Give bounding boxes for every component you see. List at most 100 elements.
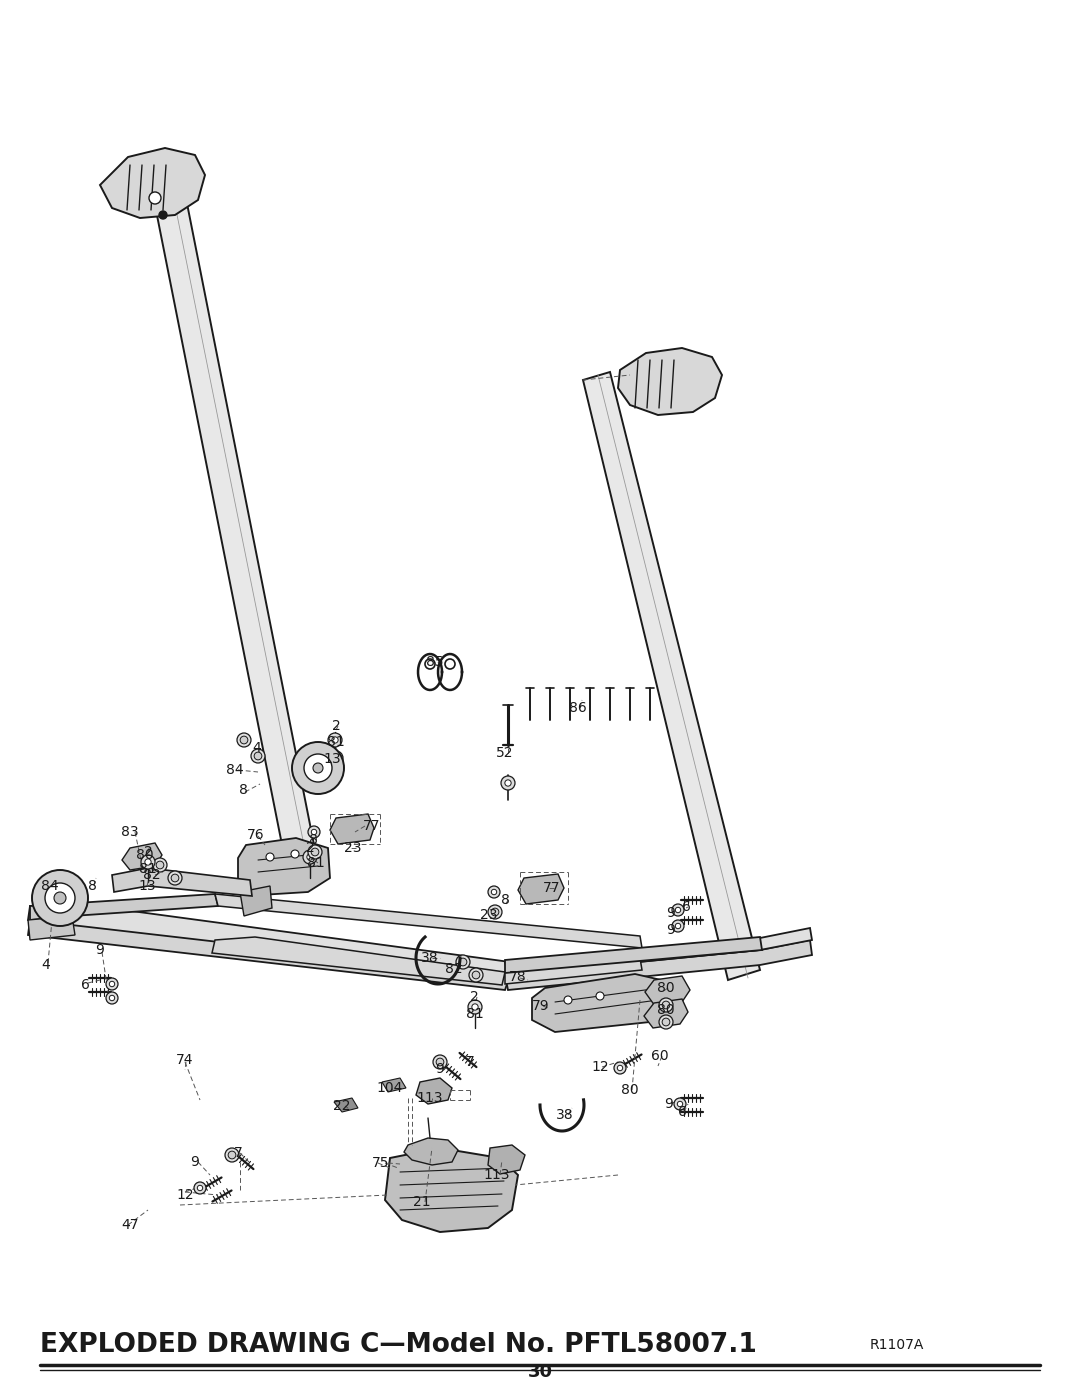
Text: 80: 80 xyxy=(658,981,675,995)
Circle shape xyxy=(472,971,480,979)
Circle shape xyxy=(472,1004,478,1010)
Polygon shape xyxy=(518,875,564,904)
Text: 12: 12 xyxy=(591,1060,609,1074)
Circle shape xyxy=(109,995,114,1000)
Circle shape xyxy=(333,754,340,761)
Circle shape xyxy=(198,1185,203,1190)
Circle shape xyxy=(153,858,167,872)
Polygon shape xyxy=(384,1148,518,1232)
Circle shape xyxy=(672,904,684,916)
Polygon shape xyxy=(240,886,272,916)
Circle shape xyxy=(459,958,467,965)
Polygon shape xyxy=(583,372,760,981)
Circle shape xyxy=(329,752,343,766)
Circle shape xyxy=(292,742,345,793)
Text: 6: 6 xyxy=(677,1105,687,1119)
Text: 13: 13 xyxy=(323,752,341,766)
Text: 80: 80 xyxy=(136,848,153,862)
Text: 13: 13 xyxy=(138,879,156,893)
Circle shape xyxy=(225,1148,239,1162)
Text: 47: 47 xyxy=(121,1218,138,1232)
Text: 79: 79 xyxy=(532,999,550,1013)
Circle shape xyxy=(662,1002,670,1009)
Circle shape xyxy=(308,845,322,859)
Polygon shape xyxy=(416,1078,453,1104)
Text: 104: 104 xyxy=(377,1081,403,1095)
Polygon shape xyxy=(100,148,205,218)
Circle shape xyxy=(491,908,499,916)
Text: 2: 2 xyxy=(332,719,340,733)
Polygon shape xyxy=(334,1098,357,1112)
Text: 8: 8 xyxy=(239,782,247,798)
Text: 81: 81 xyxy=(307,856,325,870)
Text: 9: 9 xyxy=(95,943,105,957)
Circle shape xyxy=(677,1101,683,1106)
Circle shape xyxy=(308,826,320,838)
Circle shape xyxy=(149,191,161,204)
Circle shape xyxy=(504,780,511,787)
Circle shape xyxy=(254,752,261,760)
Circle shape xyxy=(106,992,118,1004)
Polygon shape xyxy=(330,814,374,844)
Text: 4: 4 xyxy=(42,958,51,972)
Circle shape xyxy=(168,870,183,886)
Circle shape xyxy=(157,861,164,869)
Circle shape xyxy=(675,907,680,912)
Circle shape xyxy=(488,905,502,919)
Circle shape xyxy=(307,854,313,861)
Text: 23: 23 xyxy=(481,908,498,922)
Circle shape xyxy=(501,775,515,789)
Circle shape xyxy=(564,996,572,1004)
Circle shape xyxy=(332,736,338,743)
Text: 21: 21 xyxy=(414,1194,431,1208)
Circle shape xyxy=(45,883,75,914)
Text: 85: 85 xyxy=(427,655,444,669)
Text: 9: 9 xyxy=(666,907,675,921)
Circle shape xyxy=(675,923,680,929)
Text: 8: 8 xyxy=(87,879,96,893)
Text: 7: 7 xyxy=(233,1146,242,1160)
Text: 38: 38 xyxy=(421,951,438,965)
Text: 8: 8 xyxy=(309,833,318,847)
Circle shape xyxy=(674,1098,686,1111)
Circle shape xyxy=(311,848,319,856)
Text: 8: 8 xyxy=(500,893,510,907)
Text: 23: 23 xyxy=(345,841,362,855)
Text: 75: 75 xyxy=(373,1155,390,1171)
Circle shape xyxy=(433,1055,447,1069)
Text: R1107A: R1107A xyxy=(870,1338,924,1352)
Circle shape xyxy=(469,968,483,982)
Circle shape xyxy=(251,749,265,763)
Text: 2: 2 xyxy=(470,990,478,1004)
Circle shape xyxy=(328,733,342,747)
Text: 7: 7 xyxy=(465,1055,474,1069)
Polygon shape xyxy=(645,977,690,1006)
Text: 6: 6 xyxy=(81,978,90,992)
Circle shape xyxy=(426,659,435,669)
Polygon shape xyxy=(505,958,642,983)
Polygon shape xyxy=(112,868,252,895)
Text: 78: 78 xyxy=(509,970,527,983)
Circle shape xyxy=(54,893,66,904)
Polygon shape xyxy=(28,902,510,975)
Text: 82: 82 xyxy=(144,868,161,882)
Polygon shape xyxy=(28,916,75,940)
Circle shape xyxy=(488,886,500,898)
Polygon shape xyxy=(505,940,812,990)
Text: 86: 86 xyxy=(569,701,586,715)
Circle shape xyxy=(436,1058,444,1066)
Polygon shape xyxy=(122,842,162,870)
Polygon shape xyxy=(212,937,505,985)
Circle shape xyxy=(618,1066,623,1070)
Polygon shape xyxy=(488,1146,525,1173)
Circle shape xyxy=(291,849,299,858)
Circle shape xyxy=(240,736,247,743)
Text: 22: 22 xyxy=(334,1099,351,1113)
Circle shape xyxy=(159,211,167,219)
Text: 80: 80 xyxy=(658,1003,675,1017)
Polygon shape xyxy=(404,1139,458,1165)
Text: 84: 84 xyxy=(226,763,244,777)
Circle shape xyxy=(237,733,251,747)
Text: 83: 83 xyxy=(121,826,139,840)
Circle shape xyxy=(141,855,156,869)
